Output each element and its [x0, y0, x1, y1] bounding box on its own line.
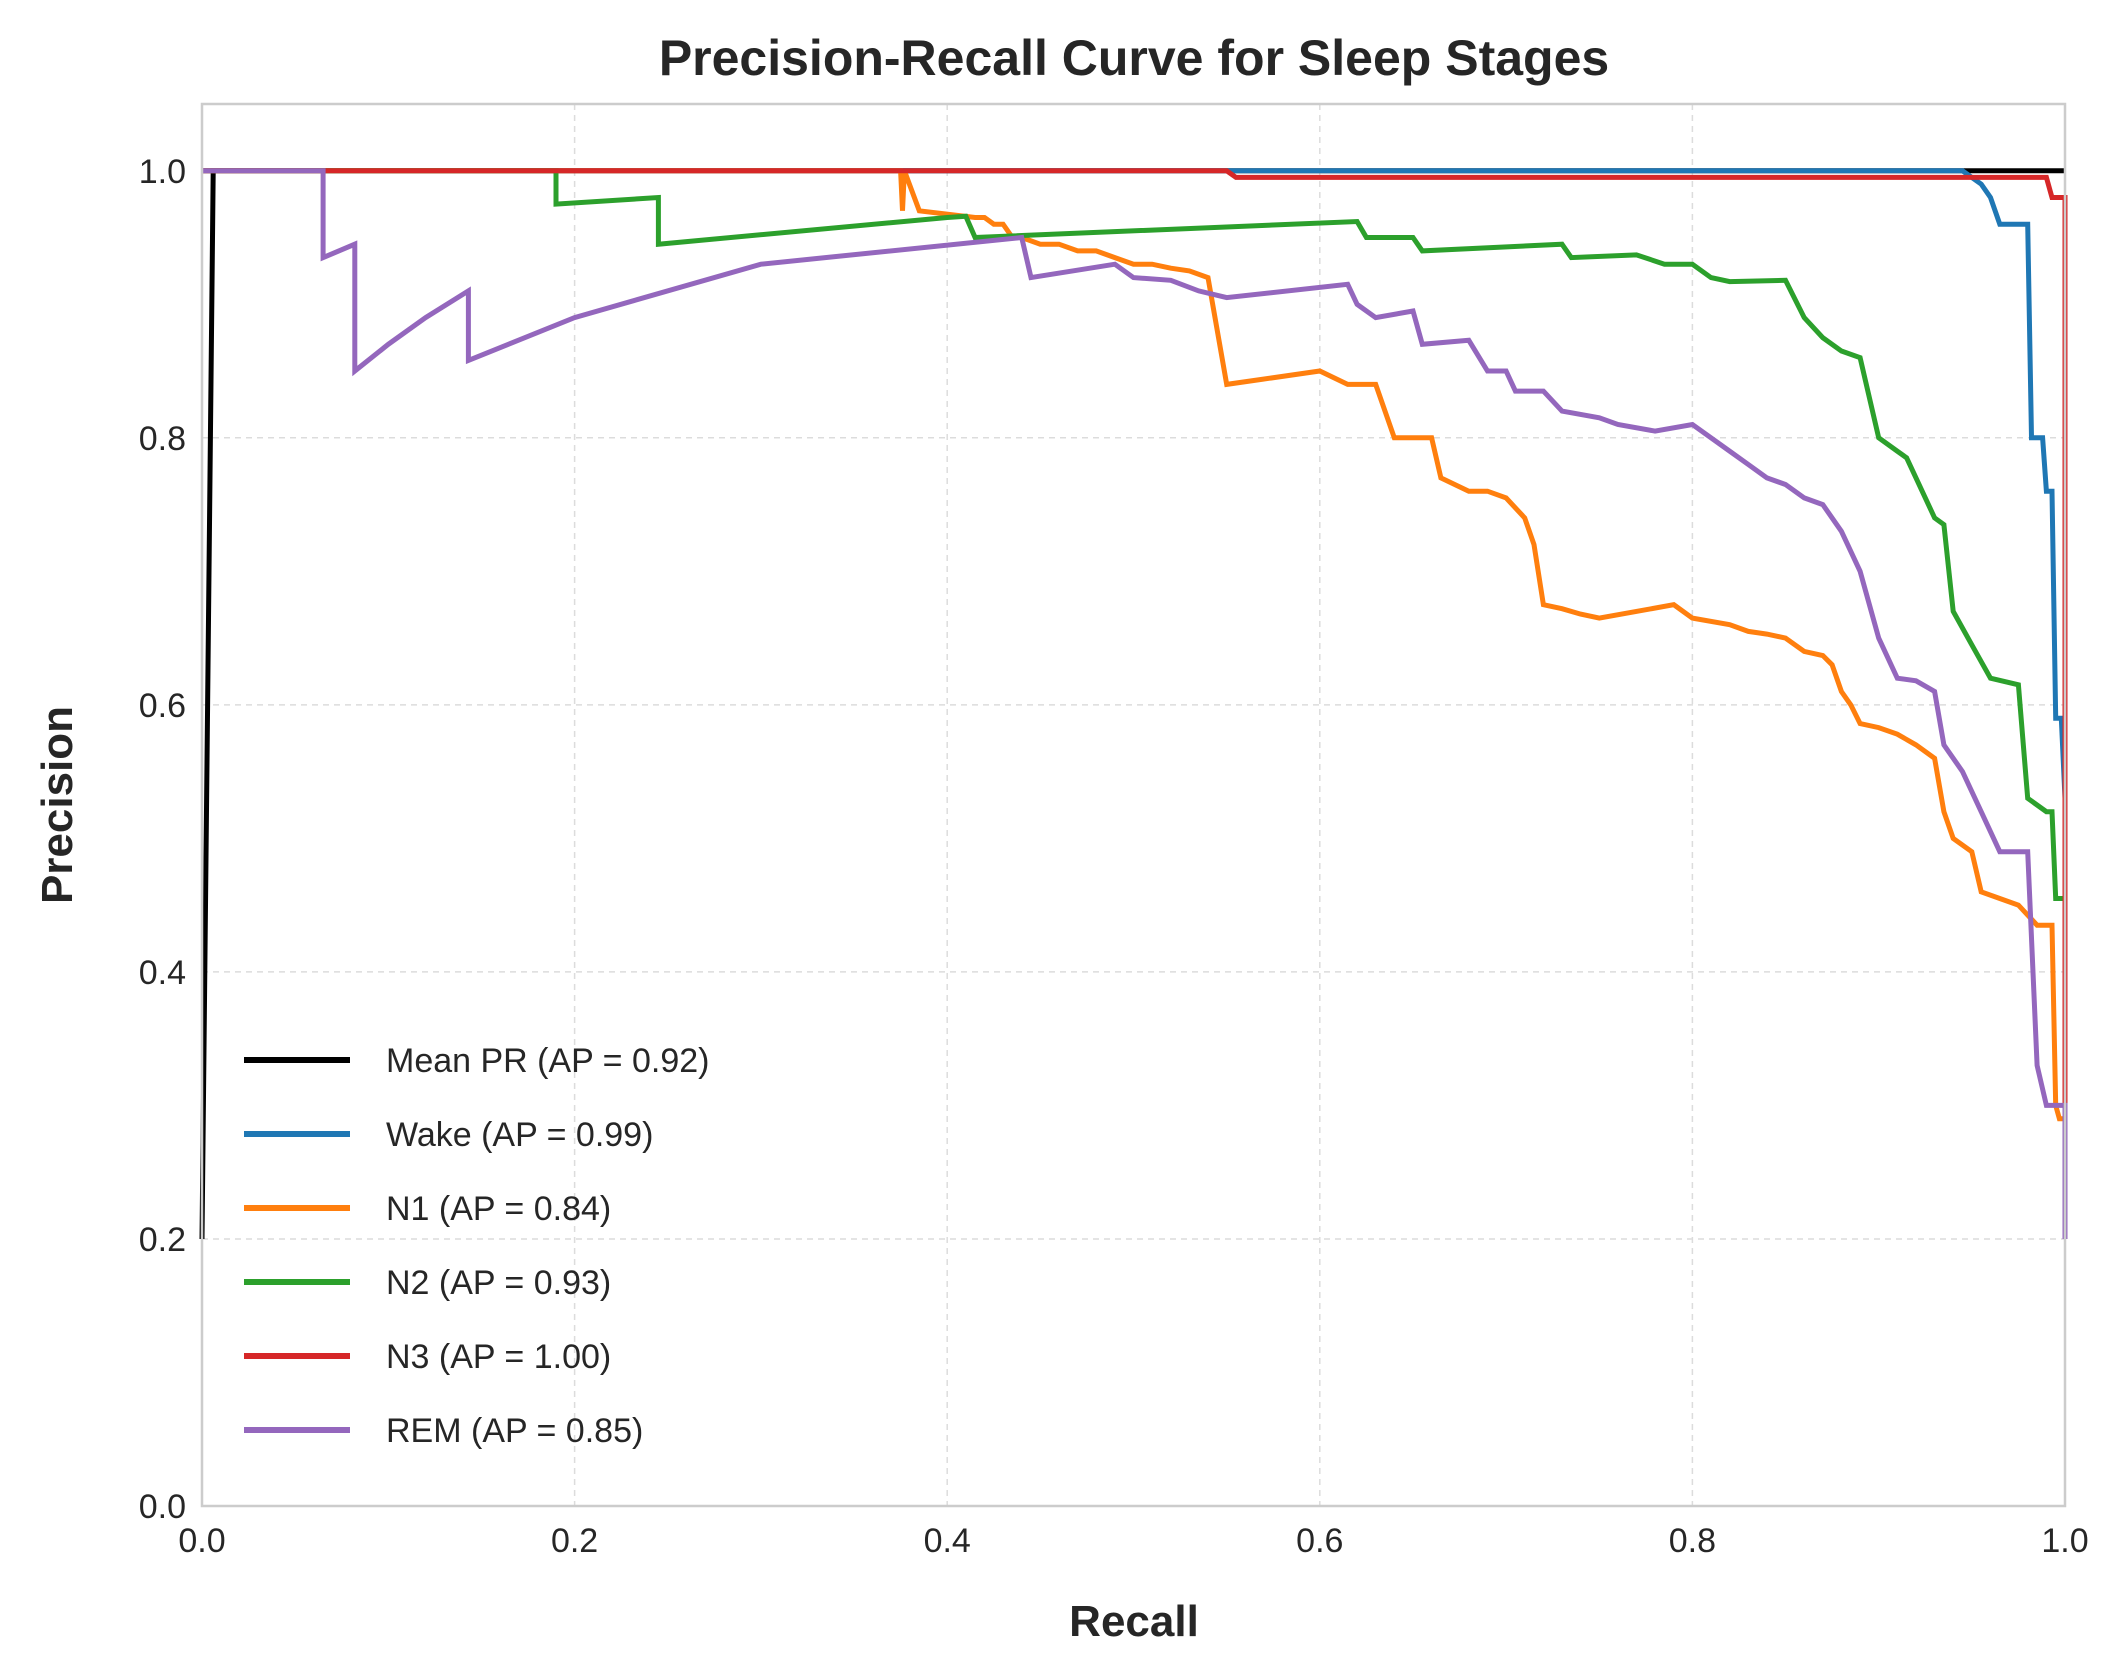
plot-frame: [200, 102, 2067, 1508]
x-axis-label: Recall: [1069, 1597, 1199, 1646]
series-line-1: [202, 168, 2068, 799]
x-tick-label: 1.0: [2041, 1522, 2088, 1560]
y-tick-label: 0.4: [139, 954, 186, 992]
y-tick-label: 0.8: [139, 420, 186, 458]
series-line-5: [202, 168, 2068, 1239]
chart-title: Precision-Recall Curve for Sleep Stages: [659, 30, 1609, 86]
y-tick-label: 0.0: [139, 1488, 186, 1526]
x-tick-label: 0.4: [924, 1522, 971, 1560]
series-line-3: [202, 168, 2065, 901]
legend-label: Wake (AP = 0.99): [386, 1116, 653, 1154]
legend-label: Mean PR (AP = 0.92): [386, 1042, 709, 1080]
legend-label: REM (AP = 0.85): [386, 1412, 643, 1450]
legend-label: N2 (AP = 0.93): [386, 1264, 611, 1302]
tick-labels: 0.0 0.2 0.4 0.6 0.8 1.0 0.0 0.2 0.4 0.6 0.8 1.0: [139, 153, 2089, 1560]
series-line-2: [202, 168, 2065, 1122]
y-tick-label: 0.6: [139, 687, 186, 725]
legend-label: N1 (AP = 0.84): [386, 1190, 611, 1228]
legend: Mean PR (AP = 0.92) Wake (AP = 0.99) N1 (A…: [244, 1042, 709, 1450]
x-tick-label: 0.8: [1669, 1522, 1716, 1560]
y-tick-label: 1.0: [139, 153, 186, 191]
y-tick-label: 0.2: [139, 1221, 186, 1259]
x-tick-label: 0.0: [178, 1522, 225, 1560]
y-axis-label: Precision: [33, 706, 82, 904]
x-tick-label: 0.2: [551, 1522, 598, 1560]
x-tick-label: 0.6: [1296, 1522, 1343, 1560]
legend-label: N3 (AP = 1.00): [386, 1338, 611, 1376]
